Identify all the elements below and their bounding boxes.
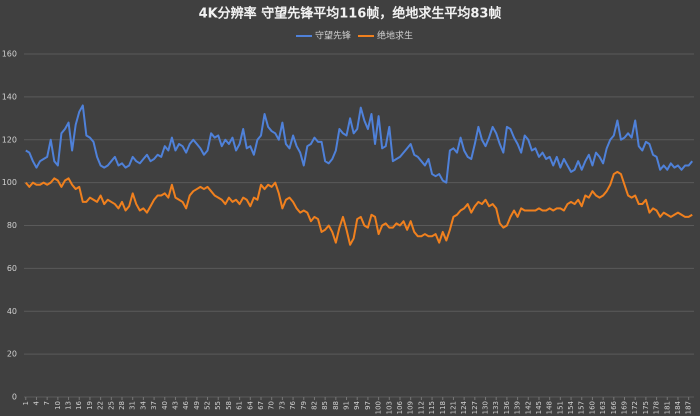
x-tick-label: 151: [556, 401, 564, 414]
x-tick-label: 46: [182, 400, 190, 409]
x-tick-label: 55: [214, 401, 222, 410]
x-tick-label: 184: [674, 400, 682, 414]
y-tick-label: 80: [7, 221, 17, 230]
y-tick-label: 40: [7, 307, 17, 316]
x-tick-label: 25: [107, 401, 115, 410]
x-tick-label: 103: [385, 401, 393, 414]
x-tick-label: 172: [631, 401, 639, 414]
y-tick-label: 60: [7, 264, 17, 273]
x-tick-label: 127: [471, 401, 479, 414]
x-tick-label: 178: [653, 401, 661, 414]
x-tick-label: 148: [546, 401, 554, 414]
x-tick-label: 58: [225, 401, 233, 410]
x-tick-label: 187: [685, 401, 693, 414]
x-tick-label: 37: [150, 401, 158, 410]
x-tick-label: 22: [97, 401, 105, 410]
x-tick-label: 52: [204, 401, 212, 410]
x-tick-label: 4: [32, 400, 40, 405]
x-tick-label: 94: [353, 400, 361, 409]
x-tick-label: 1: [22, 401, 30, 405]
x-tick-label: 142: [524, 401, 532, 414]
x-tick-label: 19: [86, 401, 94, 410]
x-tick-label: 139: [514, 401, 522, 414]
x-tick-label: 64: [246, 400, 254, 409]
x-tick-label: 160: [588, 401, 596, 414]
x-tick-label: 73: [278, 401, 286, 410]
x-tick-label: 163: [599, 401, 607, 414]
x-tick-label: 100: [375, 401, 383, 414]
x-tick-label: 181: [663, 401, 671, 414]
x-tick-label: 7: [43, 401, 51, 405]
x-tick-label: 34: [139, 400, 147, 409]
x-tick-label: 175: [642, 401, 650, 414]
y-tick-label: 0: [12, 393, 17, 402]
x-tick-label: 154: [567, 400, 575, 414]
x-tick-label: 121: [449, 401, 457, 414]
y-tick-label: 100: [2, 178, 17, 187]
x-tick-label: 10: [54, 401, 62, 410]
x-tick-label: 82: [310, 401, 318, 410]
series-line: [25, 170, 693, 246]
x-tick-label: 28: [118, 401, 126, 410]
x-tick-label: 106: [396, 400, 404, 414]
x-tick-label: 124: [460, 400, 468, 414]
y-tick-label: 160: [2, 50, 17, 59]
x-tick-label: 16: [75, 400, 83, 409]
x-tick-label: 91: [343, 401, 351, 410]
x-tick-label: 88: [332, 401, 340, 410]
x-tick-label: 79: [300, 401, 308, 410]
x-tick-label: 49: [193, 401, 201, 410]
x-tick-label: 43: [171, 401, 179, 410]
x-tick-label: 85: [321, 401, 329, 410]
x-tick-label: 130: [482, 401, 490, 414]
x-tick-label: 109: [407, 401, 415, 414]
y-tick-label: 120: [2, 135, 17, 144]
series-line: [25, 104, 693, 184]
legend-label: 守望先锋: [315, 30, 351, 42]
x-tick-label: 67: [257, 401, 265, 410]
x-tick-label: 76: [289, 400, 297, 409]
y-tick-label: 140: [2, 92, 17, 101]
x-tick-label: 118: [439, 401, 447, 414]
chart-title: 4K分辨率 守望先锋平均116帧，绝地求生平均83帧: [199, 6, 502, 22]
x-tick-label: 112: [417, 401, 425, 414]
y-tick-label: 20: [7, 350, 17, 359]
x-tick-label: 169: [621, 401, 629, 414]
x-tick-label: 157: [578, 401, 586, 414]
x-tick-label: 70: [268, 401, 276, 410]
x-tick-label: 13: [65, 401, 73, 410]
x-tick-label: 136: [503, 400, 511, 414]
x-tick-label: 97: [364, 401, 372, 410]
x-tick-label: 133: [492, 401, 500, 414]
x-tick-label: 166: [610, 400, 618, 414]
x-tick-label: 145: [535, 401, 543, 414]
x-tick-label: 31: [129, 401, 137, 410]
x-tick-label: 115: [428, 401, 436, 414]
x-tick-label: 61: [236, 401, 244, 410]
legend-label: 绝地求生: [377, 30, 413, 42]
x-tick-label: 40: [161, 401, 169, 410]
